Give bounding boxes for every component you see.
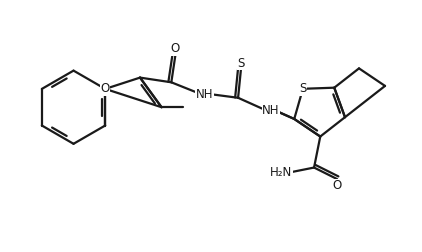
Text: O: O	[100, 82, 110, 96]
Text: H₂N: H₂N	[270, 166, 292, 179]
Text: NH: NH	[196, 87, 214, 101]
Text: S: S	[237, 57, 244, 70]
Text: NH: NH	[262, 104, 280, 117]
Text: O: O	[333, 179, 342, 193]
Text: O: O	[170, 43, 180, 55]
Text: S: S	[299, 82, 306, 95]
